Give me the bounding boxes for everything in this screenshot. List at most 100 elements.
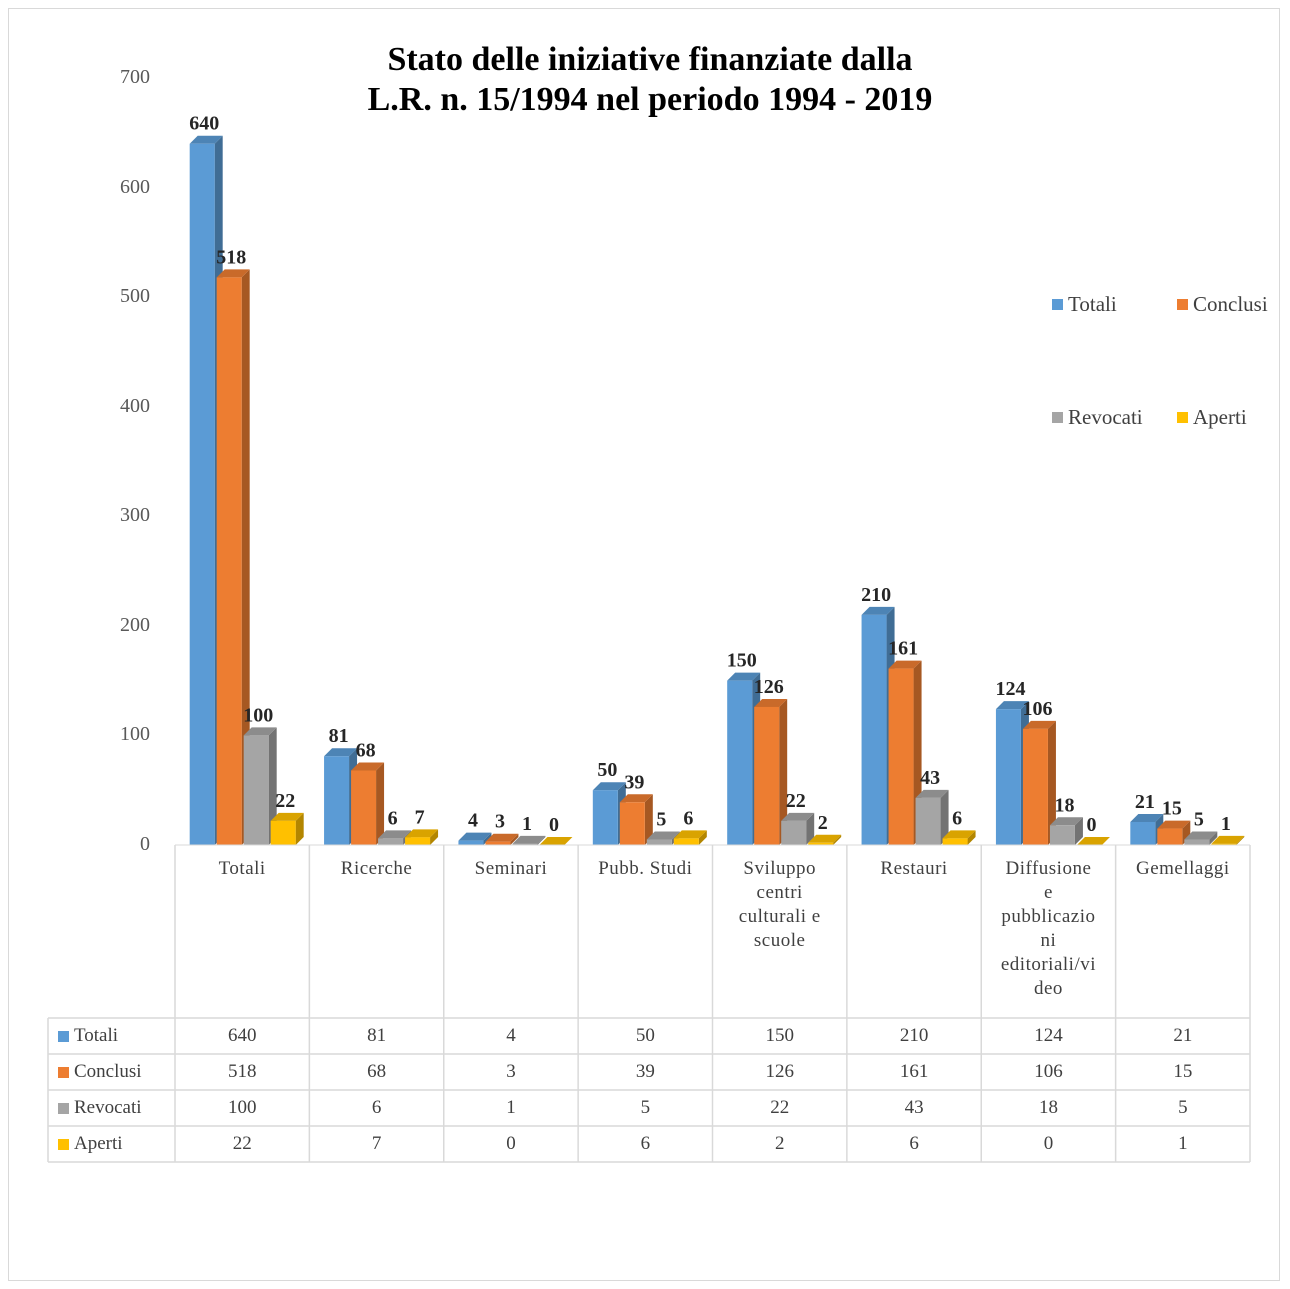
legend-label: Totali: [1068, 292, 1117, 316]
table-cell: 518: [227, 1061, 257, 1082]
data-label: 81: [329, 725, 349, 747]
bar-front: [485, 841, 511, 845]
bar-top: [458, 832, 492, 841]
data-label: 6: [683, 807, 693, 829]
bar-side: [268, 727, 277, 845]
legend-swatch: [1052, 299, 1063, 310]
table-cell: 161: [899, 1061, 929, 1082]
data-label: 0: [549, 814, 559, 836]
bar-top: [1157, 820, 1191, 829]
table-row-header: Conclusi: [58, 1054, 142, 1090]
y-tick-label: 100: [120, 723, 150, 746]
bar-conclusi: [216, 269, 250, 845]
data-label: 6: [388, 807, 398, 829]
data-label: 68: [356, 739, 376, 761]
bar-front: [619, 802, 645, 845]
y-tick-label: 600: [120, 175, 150, 198]
bar-side: [376, 762, 385, 845]
legend-item-totali: Totali: [1052, 292, 1117, 317]
bar-top: [727, 672, 761, 681]
bar-side: [537, 835, 546, 845]
bar-side: [940, 789, 949, 845]
y-tick-label: 300: [120, 504, 150, 527]
data-label: 640: [189, 113, 219, 135]
chart-title-line-2: L.R. n. 15/1994 nel periodo 1994 - 2019: [367, 81, 933, 118]
chart-frame: [8, 8, 1280, 1281]
bar-front: [512, 843, 538, 845]
data-label: 50: [597, 759, 617, 781]
data-label: 4: [468, 810, 478, 832]
x-category-label: Restauri: [880, 858, 948, 879]
legend-swatch: [1177, 299, 1188, 310]
table-row-label: Totali: [74, 1025, 119, 1046]
data-label: 22: [786, 790, 806, 812]
table-cell: 68: [367, 1061, 387, 1082]
chart-title: Stato delle iniziative finanziate dalla …: [300, 40, 1000, 120]
bar-top: [619, 794, 653, 803]
bar-revocati: [781, 812, 815, 845]
bar-conclusi: [1022, 720, 1056, 845]
bar-aperti: [1076, 837, 1110, 845]
bar-top: [243, 727, 277, 736]
legend-swatch: [1052, 412, 1063, 423]
legend-label: Revocati: [1068, 405, 1143, 429]
table-cell: 7: [371, 1133, 382, 1154]
data-label: 106: [1022, 698, 1052, 720]
table-cell: 18: [1038, 1097, 1058, 1118]
table-cell: 6: [640, 1133, 651, 1154]
table-cell: 3: [506, 1061, 516, 1082]
table-cell: 22: [770, 1097, 790, 1118]
bar-revocati: [243, 727, 277, 845]
bar-top: [808, 834, 842, 843]
bar-front: [378, 838, 404, 845]
table-row-label: Revocati: [74, 1097, 142, 1118]
bar-front: [1130, 821, 1156, 845]
data-label: 0: [1086, 814, 1096, 836]
bar-conclusi: [1157, 820, 1191, 845]
bar-top: [1184, 831, 1218, 840]
bar-front: [458, 840, 484, 845]
bar-top: [189, 135, 223, 144]
bar-top: [1022, 720, 1056, 729]
table-cell: 6: [909, 1133, 919, 1154]
table-row-header: Aperti: [58, 1126, 123, 1162]
bar-side: [1236, 835, 1245, 845]
bar-top: [1211, 835, 1245, 844]
table-cell: 43: [904, 1097, 924, 1118]
data-label: 150: [727, 650, 757, 672]
legend-item-revocati: Revocati: [1052, 405, 1143, 430]
data-label: 2: [818, 812, 828, 834]
bar-front: [405, 837, 431, 845]
bar-revocati: [915, 789, 949, 845]
bar-top: [861, 606, 895, 615]
data-label: 6: [952, 807, 962, 829]
bar-front: [888, 668, 914, 845]
data-label: 210: [861, 584, 891, 606]
bar-front: [216, 277, 242, 845]
table-row-header: Totali: [58, 1018, 118, 1054]
bar-front: [1184, 839, 1210, 845]
bar-front: [673, 838, 699, 845]
y-tick-label: 0: [140, 833, 150, 855]
table-cell: 39: [635, 1061, 655, 1082]
data-label: 518: [216, 246, 246, 268]
table-cell: 210: [899, 1025, 929, 1046]
bar-front: [942, 838, 968, 845]
table-cell: 640: [227, 1025, 257, 1046]
bar-side: [295, 812, 304, 845]
data-label: 22: [275, 790, 295, 812]
data-label: 21: [1135, 791, 1155, 813]
y-tick-label: 500: [120, 285, 150, 308]
bar-side: [1209, 831, 1218, 845]
table-cell: 50: [635, 1025, 655, 1046]
bar-top: [270, 812, 304, 821]
legend-label: Aperti: [1193, 405, 1247, 429]
bar-top: [673, 830, 707, 839]
table-cell: 124: [1034, 1025, 1063, 1046]
bar-top: [351, 762, 385, 771]
data-label: 1: [522, 813, 532, 835]
bar-conclusi: [485, 833, 519, 845]
bar-side: [1047, 720, 1056, 845]
bar-top: [1049, 817, 1083, 826]
